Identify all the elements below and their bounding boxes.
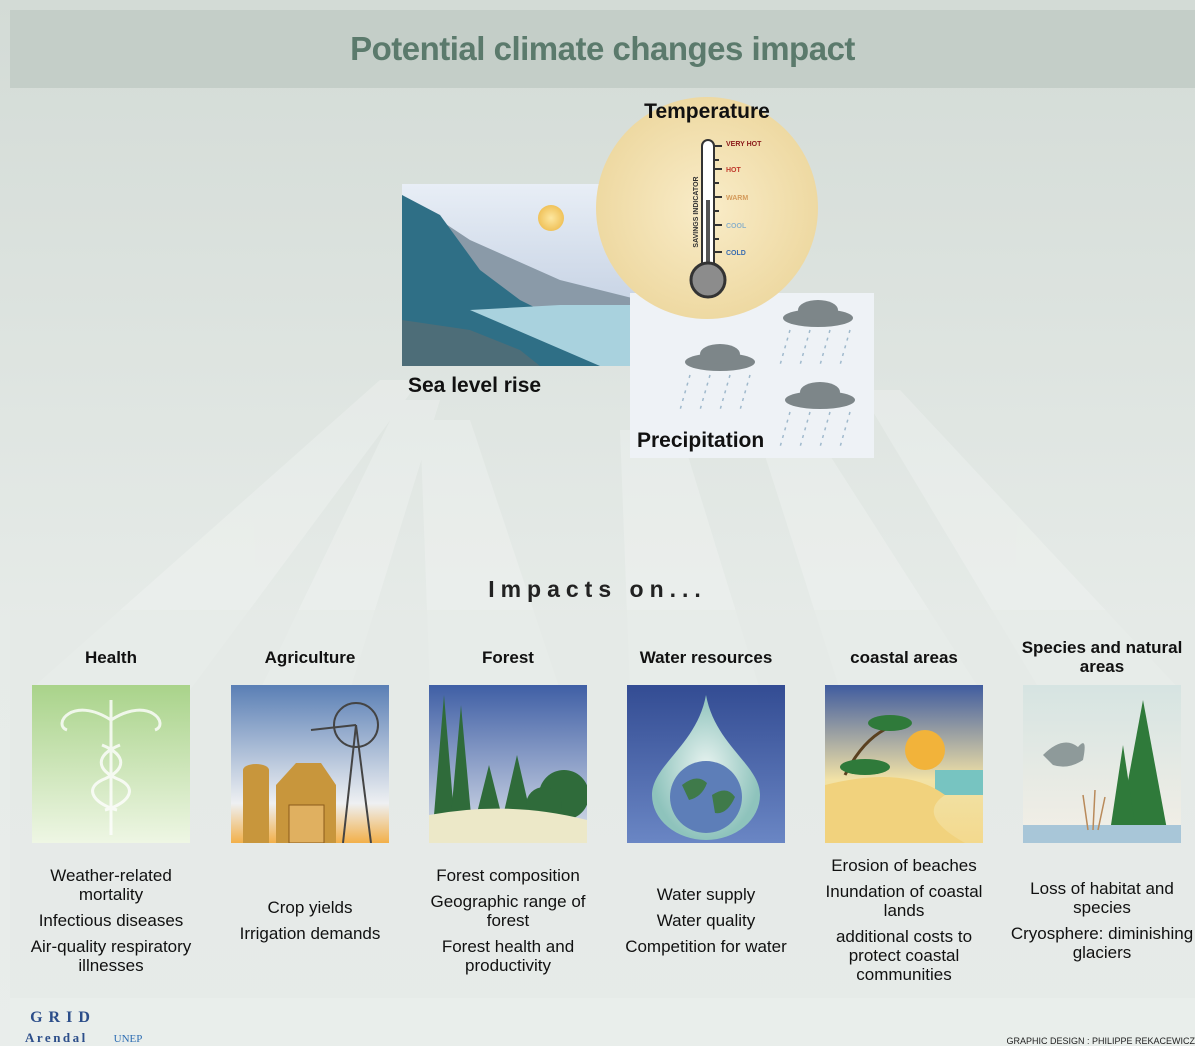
sector-picture [231, 685, 389, 843]
scale-label: WARM [726, 195, 748, 202]
impact-list: Weather-related mortality Infectious dise… [16, 850, 206, 990]
logo-bottom: Arendal [25, 1030, 88, 1045]
sector-picture [825, 685, 983, 843]
sector-title: Agriculture [264, 647, 356, 667]
sector: Health Weather-related mortality Infectiou… [16, 635, 206, 975]
sector-picture [1023, 685, 1181, 843]
sector-title: Forest [482, 647, 534, 667]
footer [10, 998, 1195, 1046]
impact-item: Loss of habitat and species [1030, 878, 1174, 917]
sector-picture [429, 685, 587, 843]
impact-item: Forest composition [436, 865, 580, 885]
impact-item: Cryosphere: diminishing glaciers [1010, 923, 1194, 962]
impact-item: Irrigation demands [239, 923, 381, 943]
impact-item: Infectious diseases [38, 910, 184, 930]
temperature-label: Temperature [644, 100, 770, 123]
precipitation-label: Precipitation [637, 429, 765, 452]
scale-label: COLD [726, 250, 746, 257]
impact-item: additional costs to protect coastal comm… [835, 927, 973, 984]
thermometer: SAVINGS INDICATOR [596, 97, 818, 319]
impact-list: Water supply Water quality Competition for… [611, 850, 801, 990]
impact-item: Crop yields [267, 897, 353, 917]
impact-list: Erosion of beaches Inundation of coastal … [809, 850, 999, 990]
impact-item: Water quality [656, 910, 756, 930]
impact-list: Crop yields Irrigation demands [215, 850, 405, 990]
impact-item: Weather-related mortality [50, 865, 172, 904]
impacts-heading: Impacts on... [488, 576, 707, 602]
title: Potential climate changes impact [10, 10, 1195, 88]
impact-item: Competition for water [625, 936, 787, 956]
scale-label: VERY HOT [726, 141, 762, 148]
sector-title: Water resources [639, 647, 773, 667]
sea-level-label: Sea level rise [408, 374, 542, 397]
sector: Water resources Water supply Water quality… [611, 635, 801, 956]
unep-label: UNEP [113, 1033, 143, 1045]
impact-item: Water supply [656, 884, 756, 904]
impact-item: Air-quality respiratory illnesses [30, 936, 192, 975]
scale-label: HOT [726, 167, 742, 174]
sector: coastal areas Erosion of beaches Inundatio… [809, 635, 999, 984]
sector-title: Health [85, 647, 137, 667]
logo-top: GRID [30, 1009, 96, 1026]
sector-title: coastal areas [850, 647, 958, 667]
sector-title: Species and natural areas [1021, 638, 1183, 676]
credit: GRAPHIC DESIGN : PHILIPPE REKACEWICZ [1006, 1036, 1195, 1046]
sea-image [402, 184, 658, 366]
impact-item: Geographic range of forest [430, 891, 586, 930]
sector: Agriculture Crop yields Irrigation demands [215, 635, 405, 943]
impact-list: Forest composition Geographic range of fo… [413, 850, 603, 990]
impact-item: Inundation of coastal lands [825, 882, 983, 920]
indicator-label: SAVINGS INDICATOR [693, 176, 700, 247]
impact-list: Loss of habitat and species Cryosphere: d… [1007, 850, 1195, 990]
sector: Species and natural areas Loss of habitat… [1007, 635, 1195, 962]
impact-item: Erosion of beaches [831, 856, 977, 875]
impact-item: Forest health and productivity [441, 936, 575, 975]
scale-label: COOL [726, 223, 747, 230]
sector-picture [627, 685, 785, 843]
sector: Forest Forest composition Geographic range… [413, 635, 603, 975]
sector-picture [32, 685, 190, 843]
precipitation-image [630, 293, 874, 458]
